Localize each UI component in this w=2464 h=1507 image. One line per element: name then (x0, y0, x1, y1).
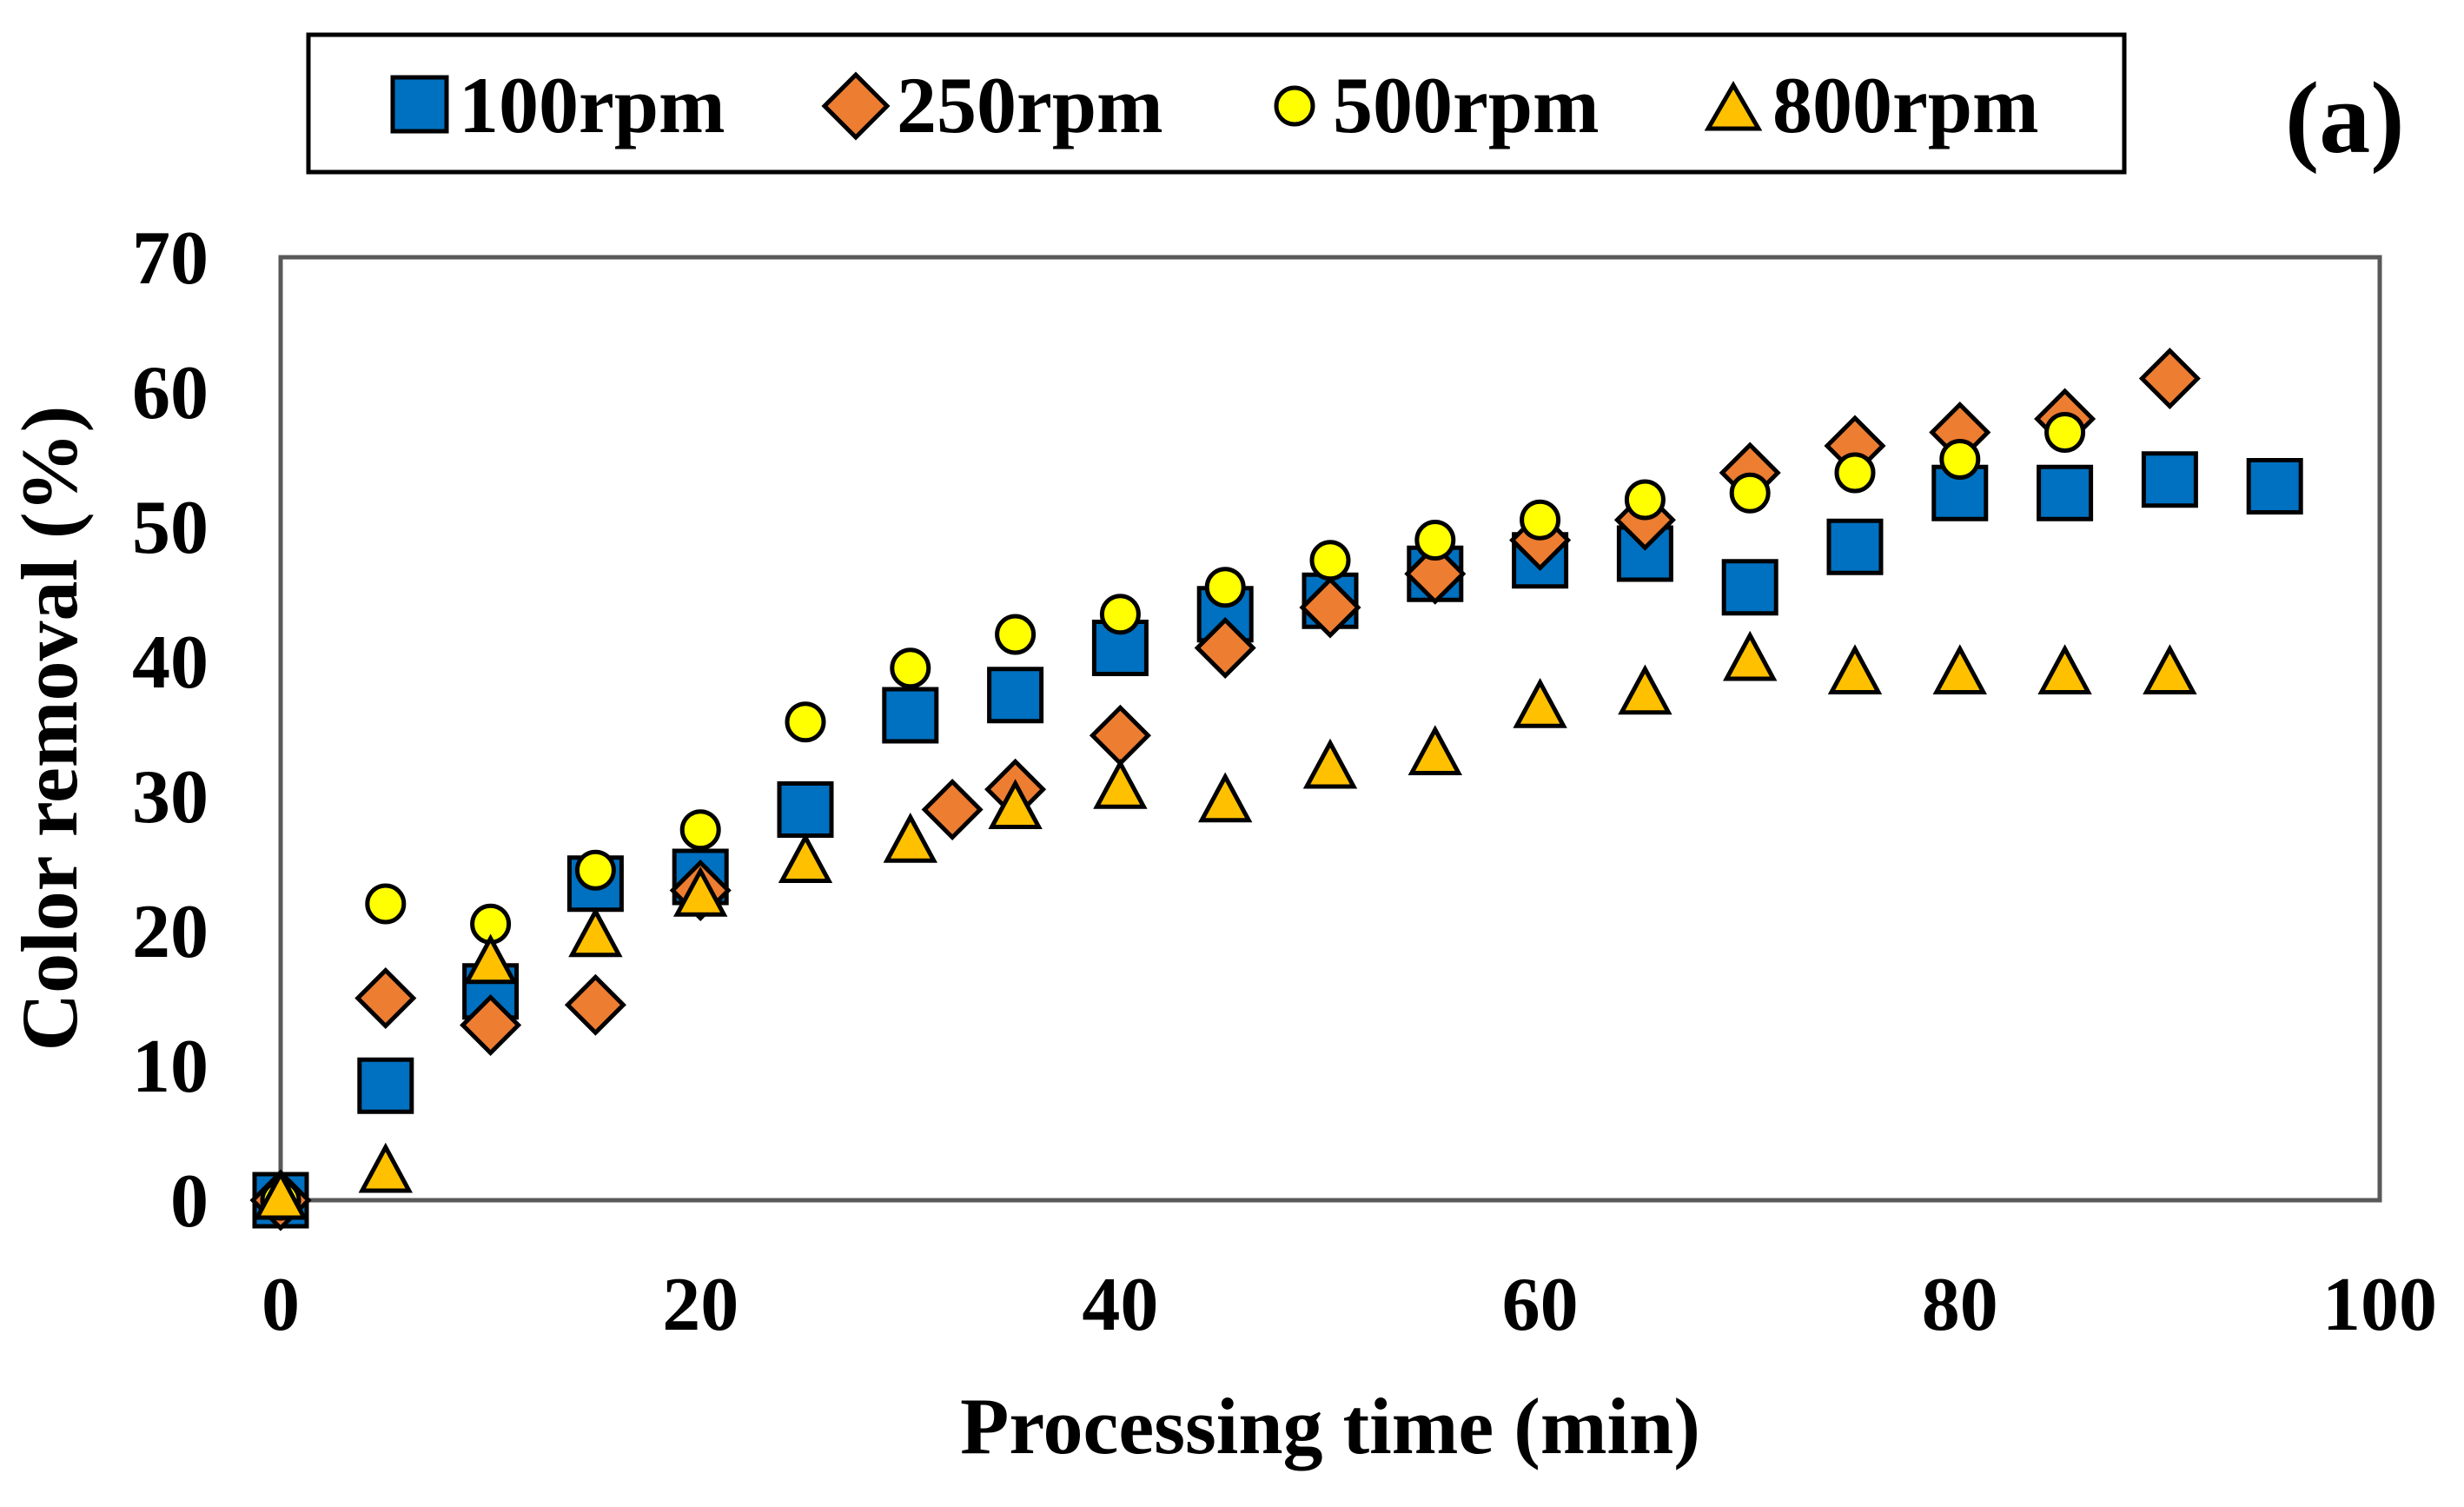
data-point-500rpm (679, 809, 721, 851)
data-point-800rpm (1198, 772, 1253, 823)
y-axis: 0 10 20 30 40 50 60 70 (132, 216, 209, 1244)
y-tick-label: 0 (170, 1159, 209, 1244)
data-point-800rpm (358, 1142, 413, 1193)
x-axis-title: Processing time (min) (960, 1382, 1700, 1470)
data-point-250rpm (1404, 542, 1467, 605)
panel-label: (a) (2285, 61, 2405, 175)
data-point-500rpm (574, 849, 616, 891)
data-point-800rpm (1827, 644, 1883, 694)
data-point-500rpm (1414, 520, 1456, 561)
legend-box (306, 32, 2127, 175)
legend-label-250rpm: 250rpm (897, 61, 1163, 149)
x-tick-label: 20 (662, 1263, 739, 1347)
data-point-500rpm (365, 883, 407, 925)
x-tick-label: 60 (1502, 1263, 1579, 1347)
data-point-500rpm (1624, 479, 1666, 521)
data-point-500rpm (1099, 594, 1141, 635)
data-point-250rpm (1194, 616, 1256, 680)
data-point-100rpm (357, 1057, 414, 1114)
data-point-800rpm (463, 933, 518, 985)
data-point-800rpm (1408, 725, 1462, 775)
data-point-500rpm (1939, 439, 1981, 480)
x-tick-label: 0 (262, 1263, 300, 1347)
legend: 100rpm 250rpm 500rpm 800rpm (306, 32, 2127, 175)
data-point-500rpm (1309, 540, 1351, 581)
data-point-800rpm (673, 866, 728, 917)
y-tick-label: 20 (132, 890, 209, 974)
legend-marker-circle (1274, 85, 1315, 127)
data-point-800rpm (778, 833, 833, 883)
data-point-800rpm (1302, 738, 1358, 789)
y-tick-label: 50 (132, 486, 209, 570)
data-point-100rpm (2246, 458, 2303, 515)
y-tick-label: 10 (132, 1025, 209, 1109)
legend-item-500rpm: 500rpm (1274, 61, 1600, 149)
plot-area (278, 255, 2382, 1203)
data-point-800rpm (988, 779, 1043, 829)
data-point-100rpm (1721, 559, 1778, 616)
data-point-100rpm (1826, 518, 1884, 575)
data-point-500rpm (785, 701, 826, 743)
data-point-100rpm (882, 687, 939, 744)
y-tick-label: 30 (132, 755, 209, 840)
y-tick-label: 70 (132, 216, 209, 301)
data-point-500rpm (995, 614, 1037, 655)
data-point-800rpm (568, 906, 623, 958)
series-800rpm (253, 630, 2197, 1220)
data-point-250rpm (460, 993, 522, 1057)
data-point-500rpm (890, 647, 931, 689)
data-point-500rpm (1204, 567, 1246, 608)
legend-marker-diamond (821, 71, 891, 141)
y-axis-title: Color removal (%) (5, 406, 94, 1052)
legend-label-500rpm: 500rpm (1333, 61, 1600, 149)
data-point-500rpm (1834, 452, 1876, 494)
data-point-800rpm (253, 1169, 308, 1220)
data-point-800rpm (2143, 644, 2197, 694)
data-point-100rpm (2141, 451, 2198, 508)
legend-label-100rpm: 100rpm (459, 61, 725, 149)
data-point-500rpm (2044, 412, 2086, 453)
data-point-250rpm (921, 778, 984, 841)
x-tick-label: 80 (1922, 1263, 1998, 1347)
data-point-800rpm (1513, 677, 1567, 728)
data-point-100rpm (777, 781, 834, 838)
data-points (249, 347, 2303, 1231)
legend-marker-square (390, 75, 449, 134)
data-point-100rpm (2037, 464, 2094, 521)
data-point-800rpm (1093, 758, 1148, 809)
series-500rpm (260, 412, 2086, 1221)
data-point-100rpm (987, 667, 1044, 724)
y-tick-label: 40 (132, 621, 209, 705)
legend-label-800rpm: 800rpm (1772, 61, 2039, 149)
data-point-800rpm (1618, 664, 1672, 715)
x-axis: 0 20 40 60 80 100 (262, 1263, 2437, 1347)
data-point-250rpm (1299, 576, 1361, 639)
data-point-250rpm (2138, 347, 2201, 410)
legend-item-250rpm: 250rpm (821, 61, 1163, 149)
data-point-250rpm (564, 973, 626, 1036)
legend-item-100rpm: 100rpm (390, 61, 725, 149)
legend-marker-triangle (1704, 81, 1763, 131)
data-point-800rpm (1932, 644, 1987, 694)
data-point-250rpm (354, 966, 417, 1030)
x-tick-label: 40 (1082, 1263, 1158, 1347)
data-point-800rpm (883, 812, 937, 863)
x-tick-label: 100 (2322, 1263, 2437, 1347)
legend-item-800rpm: 800rpm (1704, 61, 2039, 149)
y-tick-label: 60 (132, 351, 209, 435)
data-point-800rpm (1723, 630, 1778, 681)
data-point-500rpm (1729, 472, 1771, 514)
data-point-500rpm (1520, 499, 1561, 541)
data-point-800rpm (2037, 644, 2092, 694)
